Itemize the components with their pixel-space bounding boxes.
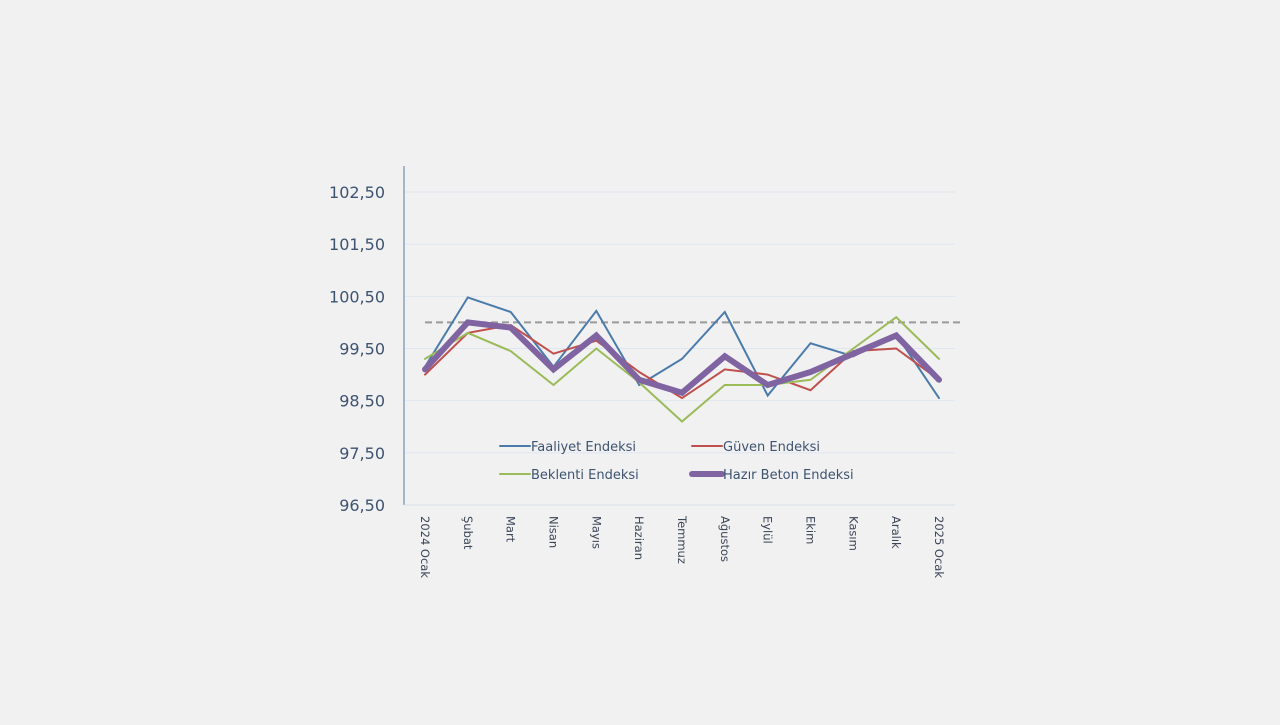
gridlines [404, 191, 955, 454]
x-tick-label: Ağustos [718, 516, 732, 562]
series-haz-r-beton-endeksi [422, 319, 942, 397]
series-beklenti-endeksi [424, 315, 940, 423]
x-tick-label: Temmuz [675, 515, 689, 564]
series-g-ven-endeksi [424, 323, 940, 400]
legend-label: Faaliyet Endeksi [531, 440, 636, 455]
x-tick-label: Haziran [632, 516, 646, 560]
y-tick-label: 98,50 [339, 392, 385, 411]
legend-label: Hazır Beton Endeksi [723, 468, 854, 483]
x-axis: 2024 Ocak Şubat Mart Nisan Mayıs Haziran Temmu… [404, 504, 955, 578]
legend-item: Beklenti Endeksi [499, 468, 639, 483]
x-tick-label: Eylül [761, 516, 775, 544]
x-tick-label: Şubat [461, 516, 475, 550]
x-tick-label: 2025 Ocak [932, 516, 946, 578]
y-tick-label: 100,50 [329, 287, 385, 306]
y-tick-label: 97,50 [339, 444, 385, 463]
legend-item: Hazır Beton Endeksi [689, 468, 854, 483]
legend-item: Güven Endeksi [691, 440, 820, 455]
legend-item: Faaliyet Endeksi [499, 440, 636, 455]
x-tick-label: Mayıs [589, 516, 603, 549]
x-tick-label: Aralık [889, 516, 903, 549]
series-lines [422, 296, 942, 423]
x-tick-label: Mart [504, 516, 518, 543]
x-tick-label: Kasım [846, 516, 860, 551]
y-tick-label: 102,50 [329, 183, 385, 202]
y-tick-label: 99,50 [339, 340, 385, 359]
x-tick-label: 2024 Ocak [418, 516, 432, 578]
legend-label: Güven Endeksi [723, 440, 820, 455]
legend-label: Beklenti Endeksi [531, 468, 639, 483]
y-tick-label: 96,50 [339, 496, 385, 515]
legend: Faaliyet Endeksi Güven Endeksi Beklenti En… [499, 440, 854, 483]
x-tick-label: Ekim [804, 516, 818, 544]
y-axis: 102,50 101,50 100,50 99,50 98,50 97,50 96,50 [329, 166, 405, 515]
x-tick-label: Nisan [547, 516, 561, 548]
y-tick-label: 101,50 [329, 235, 385, 254]
